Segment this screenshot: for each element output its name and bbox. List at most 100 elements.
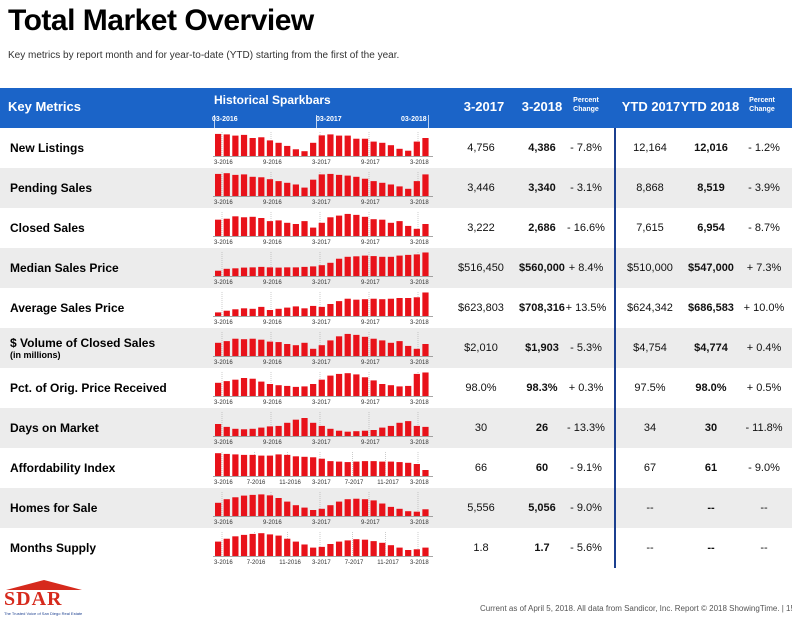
value-ytd-2017: 7,615 bbox=[636, 222, 664, 234]
metric-row: Affordability Index 3-2016 7-2016 11-2016 3-… bbox=[0, 448, 792, 488]
sparkbar-axis-label: 7-2017 bbox=[345, 480, 364, 486]
sparkbar bbox=[335, 336, 343, 356]
sparkbar bbox=[258, 427, 265, 436]
sparkbar bbox=[284, 538, 291, 556]
sparkbar bbox=[387, 385, 395, 396]
sparkbar bbox=[266, 495, 274, 516]
ytd-percent-change: + 0.4% bbox=[746, 342, 782, 354]
value-3-2017: 5,556 bbox=[467, 502, 495, 514]
metric-row: Pending Sales 3-2016 9-2016 3-2017 9-2017 3-2… bbox=[0, 168, 792, 208]
sparkbar bbox=[405, 421, 412, 436]
sparkbar-axis-label: 3-2016 bbox=[214, 160, 233, 166]
sparkbar-axis-label: 11-2016 bbox=[279, 480, 301, 486]
sparkbar bbox=[344, 333, 351, 356]
sparkbar bbox=[344, 540, 351, 556]
metric-row: Closed Sales 3-2016 9-2016 3-2017 9-2017 3-20… bbox=[0, 208, 792, 248]
sparkbar bbox=[284, 307, 291, 316]
sparkbar-axis-label: 3-2016 bbox=[214, 200, 233, 206]
sparkbar bbox=[387, 545, 395, 556]
sparkbar bbox=[353, 138, 360, 156]
sparkbar bbox=[353, 334, 360, 356]
sparkbar bbox=[232, 309, 239, 316]
sparkbar bbox=[387, 342, 395, 356]
value-ytd-2017: 67 bbox=[643, 462, 657, 474]
sparkbar bbox=[310, 510, 317, 516]
value-3-2018: $1,903 bbox=[525, 342, 559, 354]
sparkbar bbox=[379, 542, 386, 556]
header-3-2018: 3-2018 bbox=[521, 99, 563, 114]
sparkbar bbox=[413, 511, 420, 516]
sparkbar bbox=[387, 145, 395, 156]
sparkbar bbox=[215, 270, 222, 276]
sparkbar bbox=[223, 341, 230, 356]
sparkbar bbox=[292, 419, 299, 436]
sparkbar bbox=[318, 265, 325, 276]
sparkbar bbox=[361, 178, 369, 196]
sparkbar-axis-label: 9-2016 bbox=[263, 160, 282, 166]
sparkbar-axis-label: 9-2016 bbox=[263, 520, 282, 526]
sparkbar-axis-label: 3-2018 bbox=[410, 440, 429, 446]
value-ytd-2017: -- bbox=[646, 542, 654, 554]
sparkbar bbox=[405, 298, 412, 316]
sparkbar bbox=[413, 141, 420, 156]
sparkbar-axis-label: 9-2016 bbox=[263, 240, 282, 246]
ytd-percent-change: - 3.9% bbox=[748, 182, 780, 194]
sparkbar-axis-label: 3-2016 bbox=[214, 400, 233, 406]
header-key-metrics: Key Metrics bbox=[8, 99, 81, 114]
value-3-2017: 98.0% bbox=[465, 382, 497, 394]
sparkbar bbox=[370, 298, 377, 316]
metric-subtitle: (in millions) bbox=[10, 350, 61, 360]
sparkbar bbox=[301, 187, 308, 196]
metric-name: Pct. of Orig. Price Received bbox=[10, 381, 167, 395]
sparkbar-axis-label: 11-2017 bbox=[377, 560, 399, 566]
metric-row: Median Sales Price 3-2016 9-2016 3-2017 9-20… bbox=[0, 248, 792, 288]
sparkbar bbox=[275, 342, 282, 356]
sparkbar bbox=[258, 455, 265, 476]
sparkbar bbox=[344, 175, 351, 196]
sparkbar bbox=[301, 342, 308, 356]
sparkbar bbox=[284, 385, 291, 396]
sparkbar bbox=[258, 306, 265, 316]
sparkbar bbox=[396, 148, 403, 156]
metric-row: Days on Market 3-2016 9-2016 3-2017 9-2017 3-… bbox=[0, 408, 792, 448]
sparkbar bbox=[396, 341, 403, 356]
sparkbar bbox=[405, 462, 412, 476]
sparkbar bbox=[353, 461, 360, 476]
value-3-2017: 30 bbox=[474, 422, 488, 434]
sparkbar bbox=[413, 181, 420, 196]
sparkbar bbox=[318, 306, 325, 316]
sparkbar bbox=[327, 505, 334, 516]
sparkbar bbox=[318, 546, 325, 556]
sparkbar-chart: 3-2016 9-2016 3-2017 9-2017 3-2018 bbox=[213, 292, 433, 326]
ytd-percent-change: -- bbox=[760, 502, 768, 514]
sparkbar bbox=[258, 339, 265, 356]
sparkbar-axis-label: 3-2017 bbox=[312, 280, 331, 286]
metric-name: Months Supply bbox=[10, 541, 96, 555]
sparkbar bbox=[379, 427, 386, 436]
sparkbar bbox=[413, 254, 420, 276]
sparkbar bbox=[292, 184, 299, 196]
sparkbar bbox=[215, 342, 222, 356]
sparkbar-axis-label: 9-2016 bbox=[263, 280, 282, 286]
sparkbar bbox=[284, 267, 291, 276]
sparkbar-chart: 3-2016 9-2016 3-2017 9-2017 3-2018 bbox=[213, 252, 433, 286]
sparkbar bbox=[310, 305, 317, 316]
sparkbar bbox=[335, 501, 343, 516]
sparkbar bbox=[258, 533, 265, 556]
percent-change: - 7.8% bbox=[570, 142, 602, 154]
sparkbar bbox=[266, 426, 274, 436]
sparkbar bbox=[361, 255, 369, 276]
sparkbar bbox=[413, 373, 420, 396]
sparkbar-axis-label: 3-2017 bbox=[312, 520, 331, 526]
sparkbar bbox=[266, 384, 274, 396]
metric-name: Pending Sales bbox=[10, 181, 93, 195]
sparkbar bbox=[361, 336, 369, 356]
sparkbar bbox=[327, 173, 334, 196]
sparkbar bbox=[405, 385, 412, 396]
sparkbar-axis-label: 3-2018 bbox=[410, 360, 429, 366]
sparkbar bbox=[240, 217, 248, 236]
sparkbar bbox=[387, 461, 395, 476]
sparkbar bbox=[240, 378, 248, 396]
sparkbar bbox=[327, 217, 334, 236]
sparkbar bbox=[318, 508, 325, 516]
